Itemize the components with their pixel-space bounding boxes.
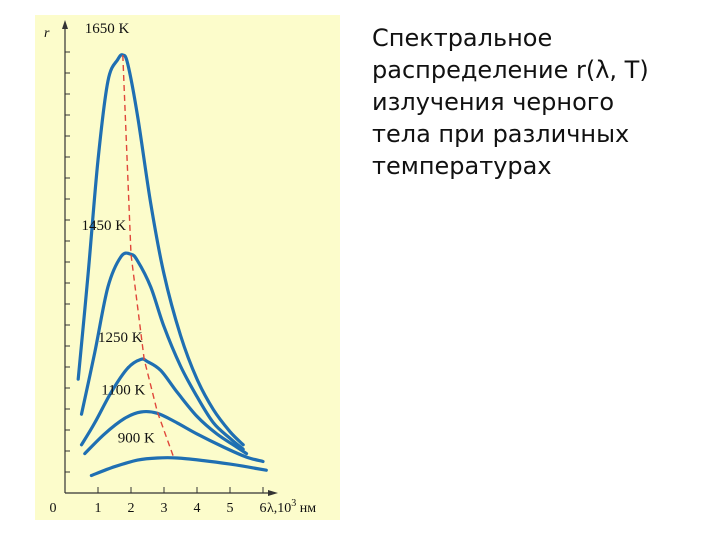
caption-text: Спектральное распределение r(λ, T) излуч…: [372, 22, 702, 182]
caption-line: распределение r(λ, T): [372, 56, 649, 84]
series-curve: [83, 409, 265, 464]
radiation-spectrum-figure: 0 1 2 3 4 5 6 r λ,103 нм 1650 K 1450 K 1250 K 1100 K…: [35, 15, 340, 520]
x-tick-label: 2: [128, 501, 135, 516]
temperature-label: 1450 K: [82, 218, 127, 234]
y-axis-label: r: [44, 26, 50, 41]
temperature-label: 900 K: [118, 431, 155, 447]
spectrum-chart: 0 1 2 3 4 5 6 r λ,103 нм 1650 K 1450 K 1250 K 1100 K…: [35, 15, 340, 520]
temperature-label: 1250 K: [98, 330, 143, 346]
caption-line: температурах: [372, 152, 552, 180]
x-tick-label: 5: [227, 501, 234, 516]
caption-line: тела при различных: [372, 120, 630, 148]
series-curve: [79, 251, 245, 451]
x-tick-label: 1: [95, 501, 102, 516]
caption-line: излучения черного: [372, 88, 615, 116]
x-tick-label: 0: [50, 501, 57, 516]
x-tick-label: 3: [161, 501, 168, 516]
chart-labels: 0 1 2 3 4 5 6 r λ,103 нм 1650 K 1450 K 1250 K 1100 K…: [44, 21, 316, 516]
x-tick-label: 6: [260, 501, 267, 516]
series-curve: [79, 357, 249, 456]
x-axis-label: λ,103 нм: [267, 498, 316, 516]
temperature-label: 1100 K: [101, 382, 145, 398]
chart-curves: [76, 53, 268, 478]
caption-line: Спектральное: [372, 24, 553, 52]
y-axis-arrow: [62, 20, 68, 29]
peak-dashed-line: [122, 54, 175, 459]
series-curve: [76, 53, 245, 447]
series-curve: [89, 456, 268, 478]
x-axis-arrow: [268, 490, 278, 496]
chart-axes: [62, 20, 278, 496]
x-tick-label: 4: [194, 501, 201, 516]
temperature-label: 1650 K: [85, 21, 130, 37]
